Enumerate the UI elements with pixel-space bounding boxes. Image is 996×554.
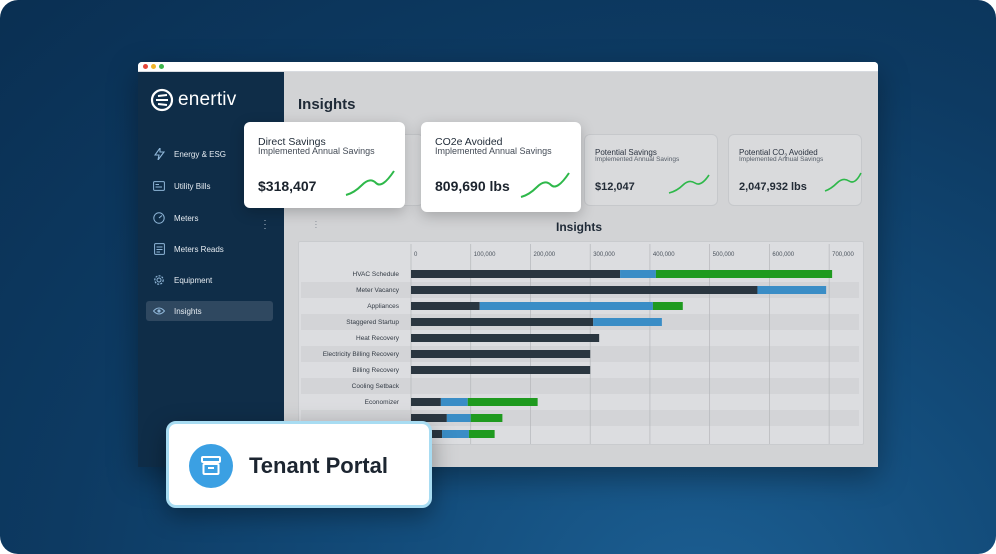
chart-category-label: Cooling Setback <box>352 383 400 390</box>
chart-bar-segment <box>655 270 833 278</box>
chart-bar-segment <box>411 302 480 310</box>
chart-bar-segment <box>446 414 471 422</box>
chart-category-label: Staggered Startup <box>346 319 399 326</box>
chart-bar-segment <box>468 430 495 438</box>
chart-x-tick-label: 500,000 <box>713 252 735 258</box>
chart-bar-segment <box>442 430 469 438</box>
sidebar-item-insights[interactable]: Insights <box>146 301 273 321</box>
sidebar-item-equipment[interactable]: Equipment <box>146 270 273 290</box>
sidebar-item-label: Utility Bills <box>174 181 211 191</box>
chart-bar-segment <box>593 318 662 326</box>
kpi-title: Potential CO2 Avoided <box>739 148 818 160</box>
chart-bar-segment <box>467 398 538 406</box>
minimize-dot[interactable] <box>151 64 156 69</box>
chart-x-tick-label: 400,000 <box>653 252 675 258</box>
chart-bar-segment <box>411 398 441 406</box>
kpi-card-direct-savings[interactable]: Direct Savings Implemented Annual Saving… <box>244 122 405 208</box>
chart-bar-segment <box>652 302 683 310</box>
kpi-value: 2,047,932 lbs <box>739 181 807 193</box>
chart-bar-segment <box>411 414 447 422</box>
chart-x-tick-label: 100,000 <box>474 252 496 258</box>
chart-category-label: Billing Recovery <box>352 367 399 374</box>
sidebar-item-label: Meters <box>174 213 199 223</box>
sidebar-item-utility-bills[interactable]: Utility Bills <box>146 176 273 196</box>
chart-x-tick-label: 0 <box>414 252 418 258</box>
chart-category-label: Electricity Billing Recovery <box>323 351 400 358</box>
tenant-portal-badge[interactable]: Tenant Portal <box>166 421 432 508</box>
chart-bar-segment <box>411 270 621 278</box>
meter-reads-icon <box>153 243 165 255</box>
kpi-value: $12,047 <box>595 181 635 193</box>
sidebar-item-meters-reads[interactable]: Meters Reads <box>146 239 273 259</box>
meter-gauge-icon <box>153 212 165 224</box>
chart-category-label: Meter Vacancy <box>356 287 400 294</box>
chart-x-tick-label: 600,000 <box>772 252 794 258</box>
chart-category-label: Appliances <box>367 303 400 310</box>
chart-row-stripe <box>301 378 859 394</box>
kpi-title: Potential Savings <box>595 148 657 157</box>
chart-x-tick-label: 300,000 <box>593 252 615 258</box>
chart-bar-segment <box>411 350 591 358</box>
sidebar-item-label: Equipment <box>174 275 213 285</box>
enertiv-logo-icon <box>150 88 174 112</box>
sidebar-item-label: Insights <box>174 306 202 316</box>
kpi-card-potential-savings[interactable]: Potential Savings Implemented Annual Sav… <box>584 134 718 206</box>
sidebar-item-energy-esg[interactable]: Energy & ESG <box>146 144 273 164</box>
sidebar-item-meters[interactable]: Meters <box>146 208 273 228</box>
sidebar-kebab-menu-icon[interactable]: · · · <box>263 215 267 233</box>
maximize-dot[interactable] <box>159 64 164 69</box>
sparkline-icon <box>824 172 862 192</box>
chart-bar-segment <box>411 334 600 342</box>
chart-bar-segment <box>440 398 468 406</box>
chart-category-label: Economizer <box>365 399 400 406</box>
kpi-subtitle: Implemented Annual Savings <box>258 146 375 156</box>
chart-bar-segment <box>411 366 591 374</box>
chart-bar-segment <box>411 318 594 326</box>
sidebar: enertiv Energy & ESG Utility Bills Meter… <box>138 72 284 467</box>
insights-chart-panel: 0 100,000 200,000 300,000 400,000 500,000 600,… <box>298 241 864 445</box>
kpi-card-co2e-avoided[interactable]: CO2e Avoided Implemented Annual Savings … <box>421 122 581 212</box>
archive-box-icon <box>189 444 233 488</box>
kpi-card-potential-co2[interactable]: Potential CO2 Avoided Implemented Annual… <box>728 134 862 206</box>
bill-icon <box>153 180 165 192</box>
sparkline-icon <box>668 174 710 194</box>
sparkline-icon <box>345 170 395 196</box>
kpi-value: $318,407 <box>258 178 317 194</box>
sparkline-icon <box>520 172 570 198</box>
kpi-subtitle: Implemented Annual Savings <box>435 146 552 156</box>
bolt-icon <box>153 148 165 160</box>
eye-icon <box>153 305 165 317</box>
sidebar-item-label: Meters Reads <box>174 244 224 254</box>
chart-title: Insights <box>556 220 603 234</box>
chart-category-label: HVAC Schedule <box>353 271 400 278</box>
chart-x-tick-label: 200,000 <box>533 252 555 258</box>
chart-bar-segment <box>479 302 653 310</box>
kpi-subtitle: Implemented Annual Savings <box>595 156 680 163</box>
tenant-portal-label: Tenant Portal <box>249 453 388 478</box>
chart-bar-segment <box>411 286 758 294</box>
page-title: Insights <box>298 96 356 113</box>
chart-kebab-menu-icon[interactable]: · · · <box>314 217 318 232</box>
kpi-subtitle: Implemented Annual Savings <box>739 156 824 163</box>
close-dot[interactable] <box>143 64 148 69</box>
kpi-title: Direct Savings <box>258 136 326 148</box>
brand-logo[interactable]: enertiv <box>150 88 236 112</box>
gear-icon <box>153 274 165 286</box>
kpi-title: CO2e Avoided <box>435 136 503 148</box>
chart-bar-segment <box>757 286 827 294</box>
chart-bar-segment <box>470 414 503 422</box>
chart-category-label: Heat Recovery <box>356 335 400 342</box>
sidebar-item-label: Energy & ESG <box>174 149 227 159</box>
insights-chart: 0 100,000 200,000 300,000 400,000 500,000 600,… <box>301 244 859 444</box>
brand-name: enertiv <box>178 89 237 110</box>
kpi-value: 809,690 lbs <box>435 178 510 194</box>
window-titlebar <box>138 62 878 72</box>
chart-x-tick-label: 700,000 <box>832 252 854 258</box>
chart-bar-segment <box>620 270 656 278</box>
